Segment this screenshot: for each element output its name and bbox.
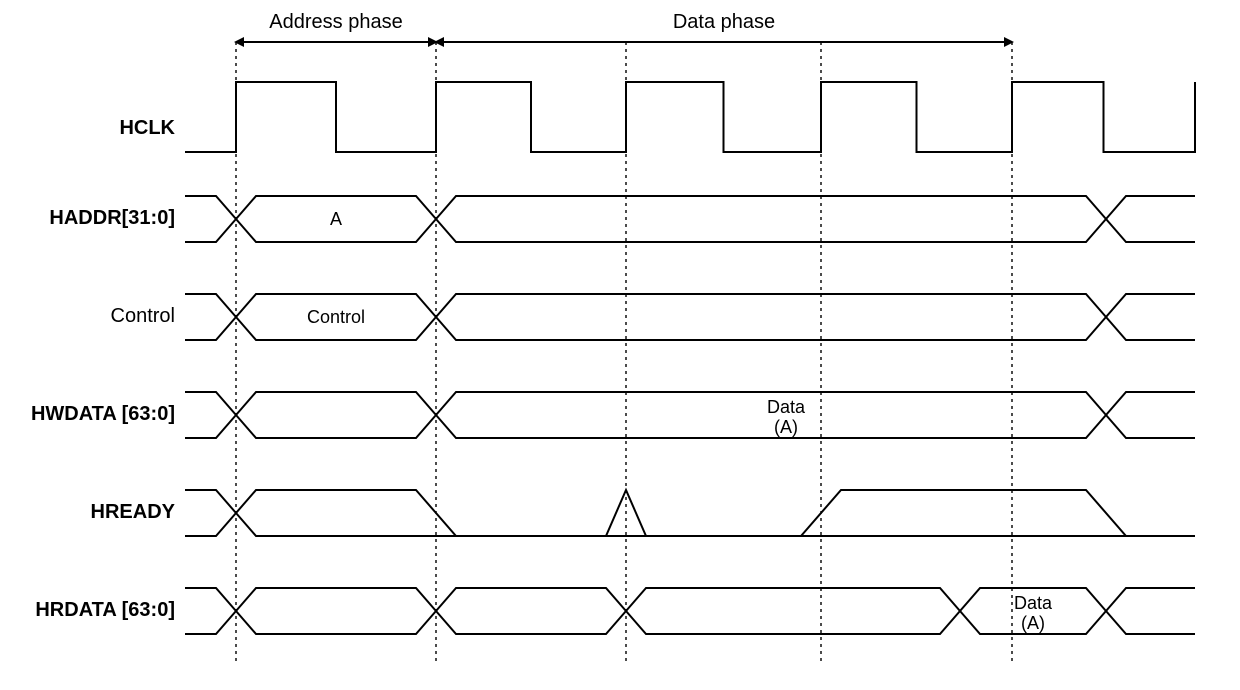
- svg-text:(A): (A): [774, 417, 798, 437]
- svg-text:HADDR[31:0]: HADDR[31:0]: [49, 207, 175, 229]
- svg-text:Data: Data: [767, 397, 806, 417]
- svg-text:Control: Control: [307, 307, 365, 327]
- timing-diagram: Address phase Data phase HCLK HADDR[31:0] A C…: [0, 0, 1240, 690]
- svg-text:A: A: [330, 209, 342, 229]
- svg-text:HWDATA [63:0]: HWDATA [63:0]: [31, 403, 175, 425]
- svg-text:HCLK: HCLK: [119, 117, 175, 139]
- svg-text:Address phase: Address phase: [269, 11, 402, 33]
- svg-text:HRDATA [63:0]: HRDATA [63:0]: [35, 599, 175, 621]
- svg-text:Control: Control: [111, 305, 175, 327]
- svg-text:HREADY: HREADY: [91, 501, 176, 523]
- svg-text:(A): (A): [1021, 613, 1045, 633]
- svg-text:Data: Data: [1014, 593, 1053, 613]
- svg-text:Data phase: Data phase: [673, 11, 775, 33]
